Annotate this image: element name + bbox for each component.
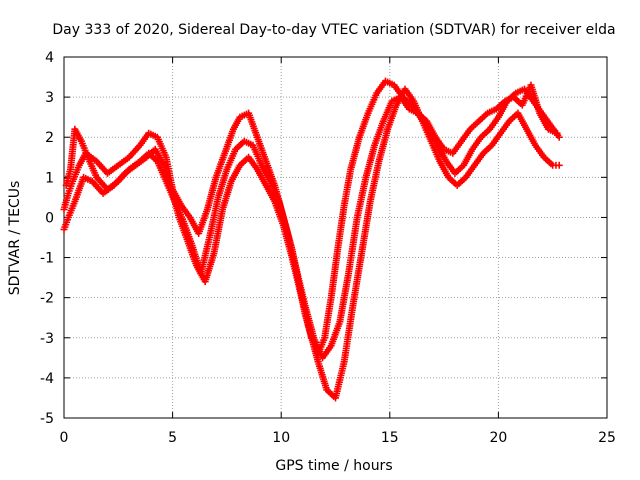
x-tick-label: 5 xyxy=(168,430,177,446)
data-point xyxy=(555,133,563,141)
data-point xyxy=(555,161,563,169)
y-axis-label: SDTVAR / TECUs xyxy=(7,181,23,296)
axis-ticks: 0 5 10 15 20 25 -5 -4 -3 -2 -1 0 1 2 3 4 xyxy=(40,50,616,446)
y-tick-label: 4 xyxy=(45,50,54,66)
x-tick-label: 0 xyxy=(60,430,69,446)
data-points xyxy=(60,77,563,402)
chart-title: Day 333 of 2020, Sidereal Day-to-day VTE… xyxy=(52,22,615,38)
x-tick-label: 20 xyxy=(489,430,507,446)
plot-frame xyxy=(63,56,608,419)
y-tick-label: -3 xyxy=(40,331,54,347)
series-track-c xyxy=(62,81,561,362)
data-point xyxy=(553,129,561,137)
x-axis-label: GPS time / hours xyxy=(275,458,392,474)
y-tick-label: -5 xyxy=(40,411,54,427)
y-tick-label: 2 xyxy=(45,130,54,146)
x-tick-label: 15 xyxy=(381,430,399,446)
y-tick-label: -2 xyxy=(40,291,54,307)
plot-border xyxy=(63,56,608,419)
y-tick-label: 3 xyxy=(45,90,54,106)
y-tick-label: 0 xyxy=(45,210,54,226)
grid-lines xyxy=(64,57,607,418)
y-tick-label: 1 xyxy=(45,170,54,186)
x-tick-label: 25 xyxy=(598,430,616,446)
y-tick-label: -4 xyxy=(40,371,54,387)
x-tick-label: 10 xyxy=(272,430,290,446)
y-tick-label: -1 xyxy=(40,251,54,267)
